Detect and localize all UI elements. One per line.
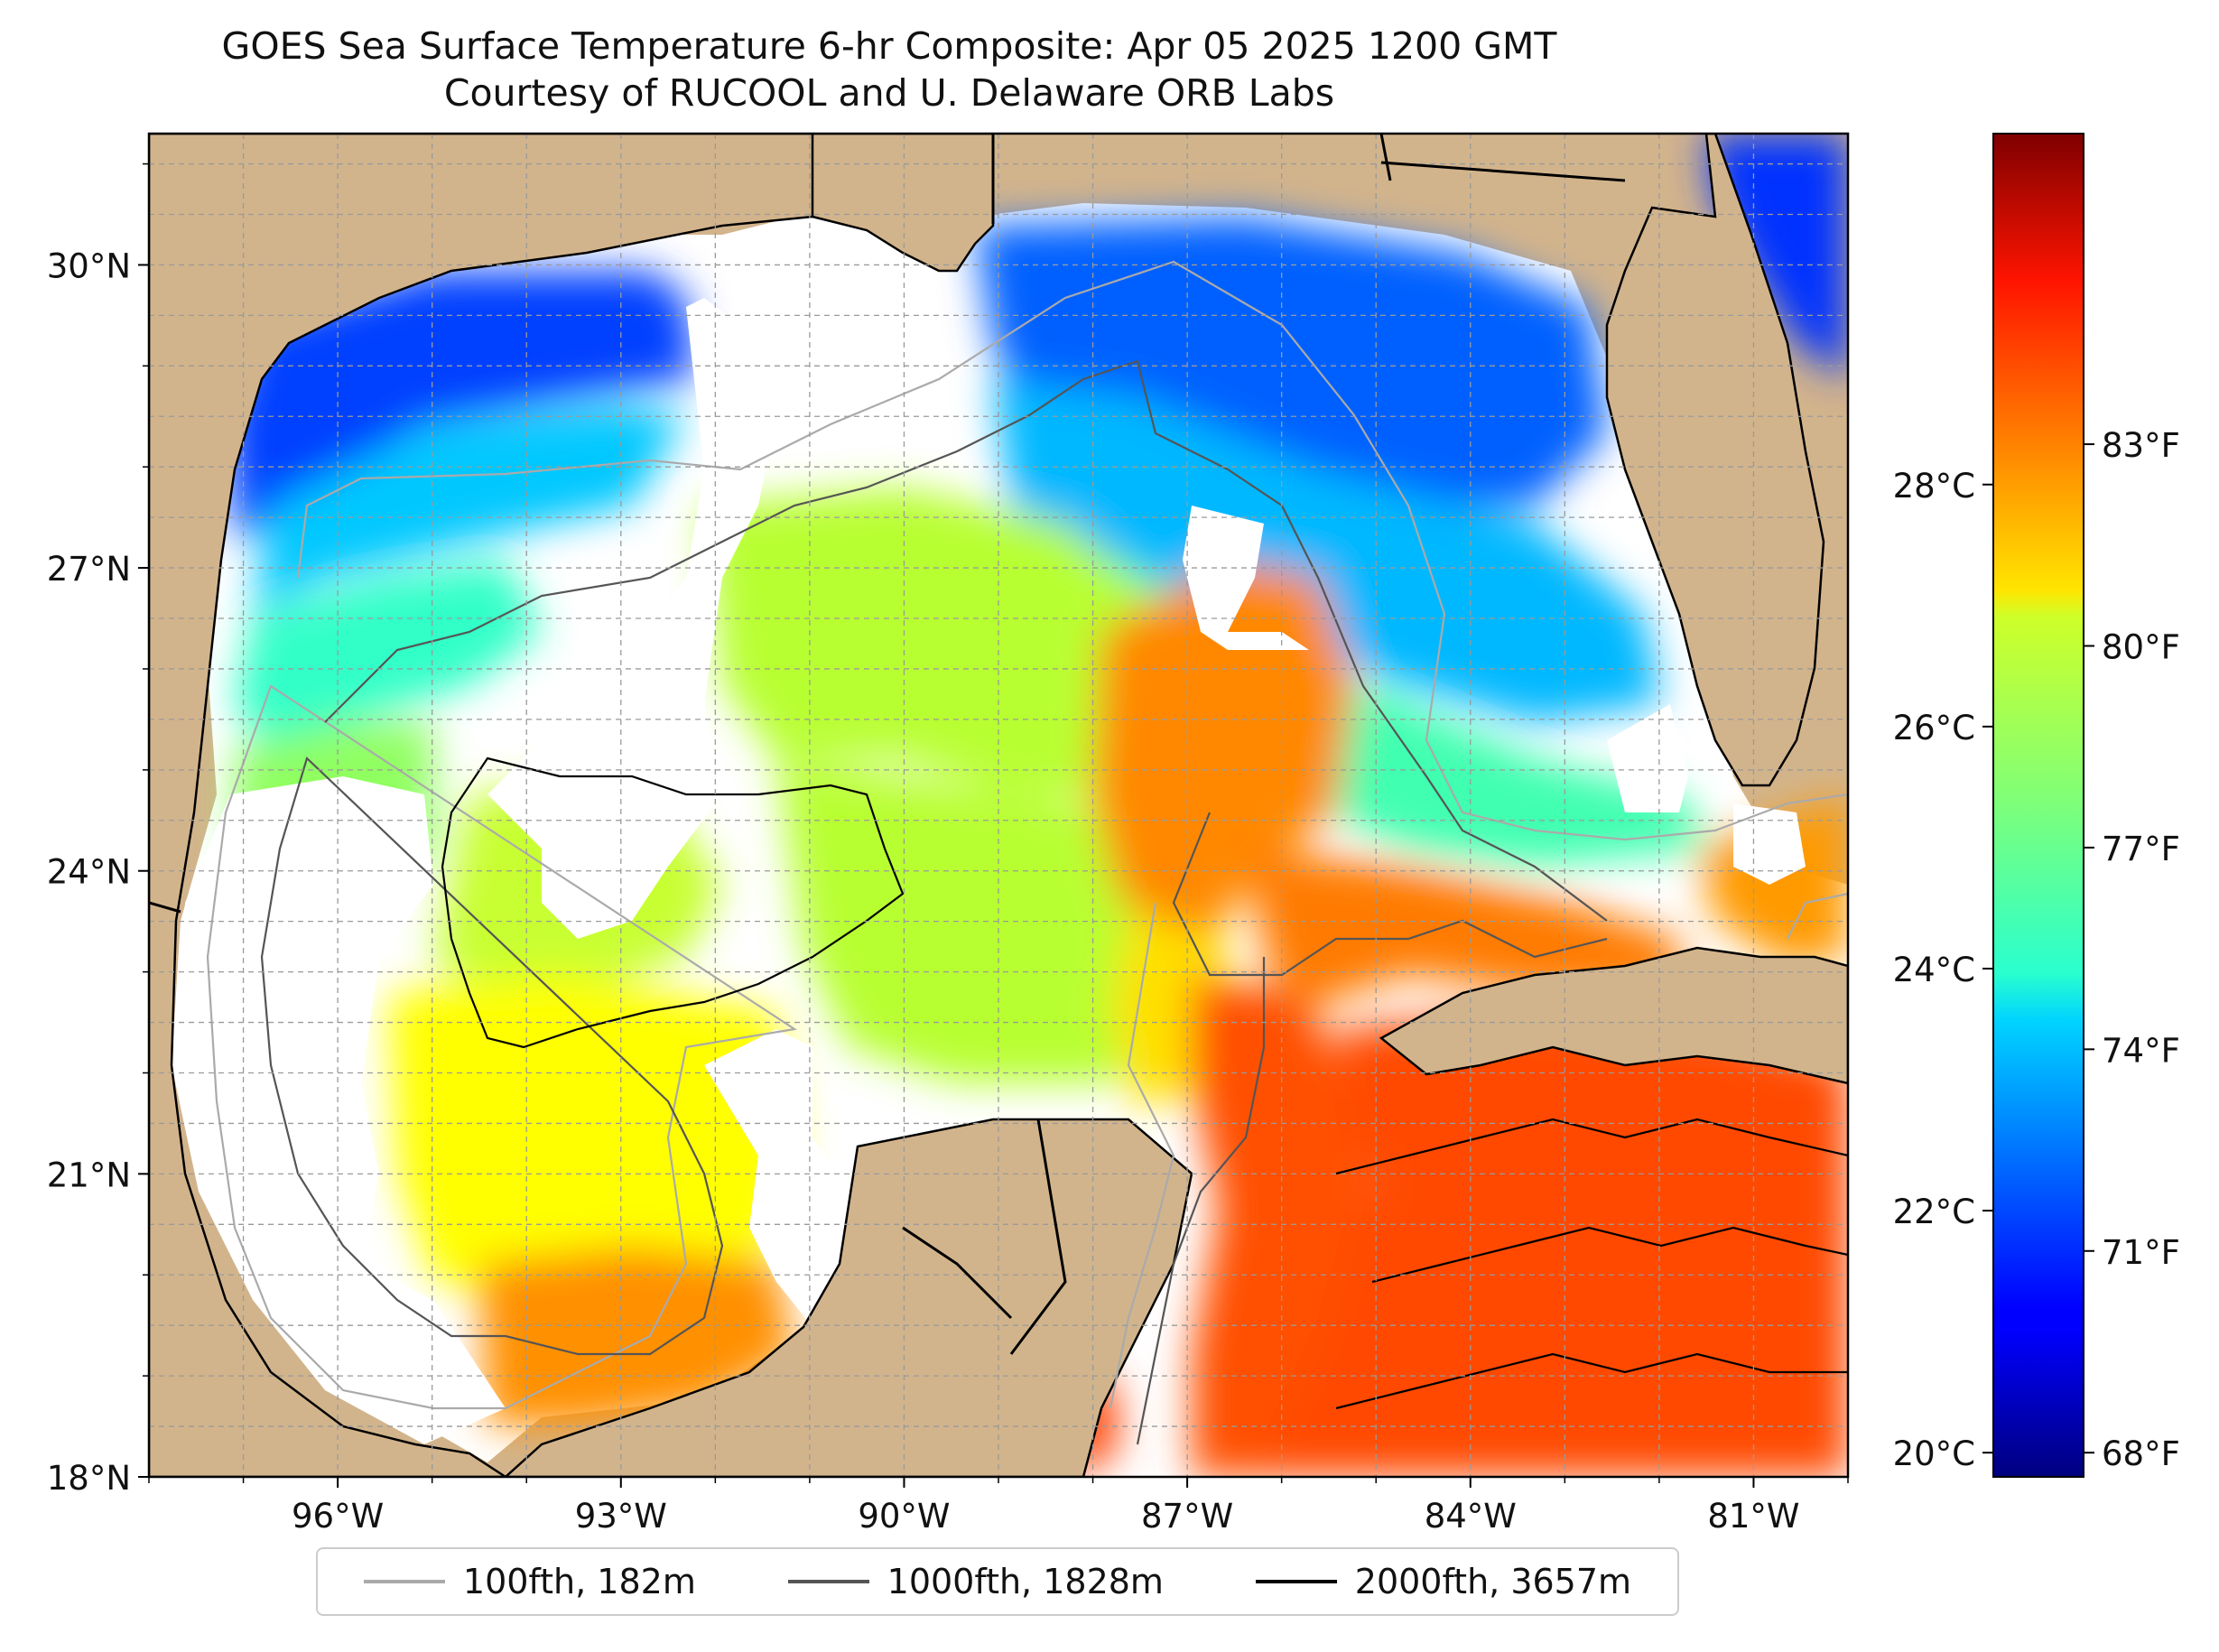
longitude-axis: 96°W 93°W 90°W 87°W 84°W 81°W — [148, 1477, 1849, 1536]
legend-item-2000fth: 2000fth, 3657m — [1255, 1562, 1632, 1601]
fahrenheit-tick-label: 80°F — [2102, 627, 2180, 666]
legend-item-1000fth: 1000fth, 1828m — [787, 1562, 1164, 1601]
legend-label-100fth: 100fth, 182m — [462, 1562, 696, 1601]
lon-tick-label: 87°W — [1141, 1497, 1233, 1536]
lon-tick-label: 93°W — [575, 1497, 667, 1536]
gridlines — [149, 134, 1848, 1477]
colorbar-fahrenheit-axis: 83°F 80°F 77°F 74°F 71°F 68°F — [2084, 426, 2180, 1473]
land-overlays — [149, 134, 1848, 1477]
lat-tick-label: 30°N — [47, 246, 131, 285]
coastline-outline — [149, 134, 1626, 1355]
isobath-2000fth — [441, 756, 1848, 1410]
celsius-tick-label: 22°C — [1893, 1193, 1975, 1231]
cloud-mask-central — [487, 298, 776, 939]
fahrenheit-tick-label: 83°F — [2102, 426, 2180, 465]
land-louisiana-delta — [811, 134, 995, 273]
land-yucatan — [504, 1118, 1193, 1477]
map-panel — [149, 134, 1848, 1477]
legend-label-2000fth: 2000fth, 3657m — [1354, 1562, 1632, 1601]
celsius-tick-label: 26°C — [1893, 709, 1975, 747]
cloud-mask-loop — [1183, 506, 1309, 650]
fahrenheit-tick-label: 71°F — [2102, 1233, 2180, 1272]
land-cuba — [1379, 946, 1848, 1085]
lon-tick-label: 96°W — [292, 1497, 384, 1536]
colorbar: 28°C 26°C 24°C 22°C 20°C 83°F 80°F 77°F 74°F 71°… — [1893, 133, 2180, 1478]
lat-tick-label: 18°N — [47, 1459, 131, 1498]
lon-tick-label: 90°W — [858, 1497, 950, 1536]
cloud-mask-east — [1607, 704, 1688, 812]
isobath-1000fth — [260, 359, 1608, 1445]
fahrenheit-tick-label: 74°F — [2102, 1031, 2180, 1070]
isobath-legend: 100fth, 182m 1000fth, 1828m 2000fth, 365… — [316, 1547, 1679, 1616]
lon-tick-label: 81°W — [1707, 1497, 1799, 1536]
latitude-axis: 30°N 27°N 24°N 21°N 18°N — [47, 162, 149, 1498]
lat-tick-label: 21°N — [47, 1155, 131, 1194]
lat-tick-label: 27°N — [47, 550, 131, 589]
legend-swatch-100fth — [363, 1580, 445, 1583]
land-texas-coast — [149, 134, 995, 1477]
lat-tick-label: 24°N — [47, 853, 131, 892]
fahrenheit-tick-label: 77°F — [2102, 830, 2180, 868]
colorbar-gradient — [1992, 133, 2084, 1478]
chart-subtitle: Courtesy of RUCOOL and U. Delaware ORB L… — [443, 71, 1335, 115]
celsius-tick-label: 20°C — [1893, 1434, 1975, 1473]
legend-label-1000fth: 1000fth, 1828m — [887, 1562, 1164, 1601]
celsius-tick-label: 24°C — [1893, 951, 1975, 989]
land-florida-peninsula — [1605, 134, 1825, 787]
legend-swatch-1000fth — [787, 1580, 869, 1583]
colorbar-celsius-axis: 28°C 26°C 24°C 22°C 20°C — [1893, 467, 1993, 1473]
legend-item-100fth: 100fth, 182m — [363, 1562, 696, 1601]
cloud-mask-south — [704, 1029, 849, 1327]
cloud-mask-west — [181, 776, 506, 1444]
cloud-mask-keys — [1733, 803, 1806, 885]
lon-tick-label: 84°W — [1425, 1497, 1517, 1536]
celsius-tick-label: 28°C — [1893, 467, 1975, 506]
fahrenheit-tick-label: 68°F — [2102, 1434, 2180, 1473]
legend-swatch-2000fth — [1255, 1580, 1337, 1583]
chart-title: GOES Sea Surface Temperature 6-hr Compos… — [221, 24, 1557, 68]
